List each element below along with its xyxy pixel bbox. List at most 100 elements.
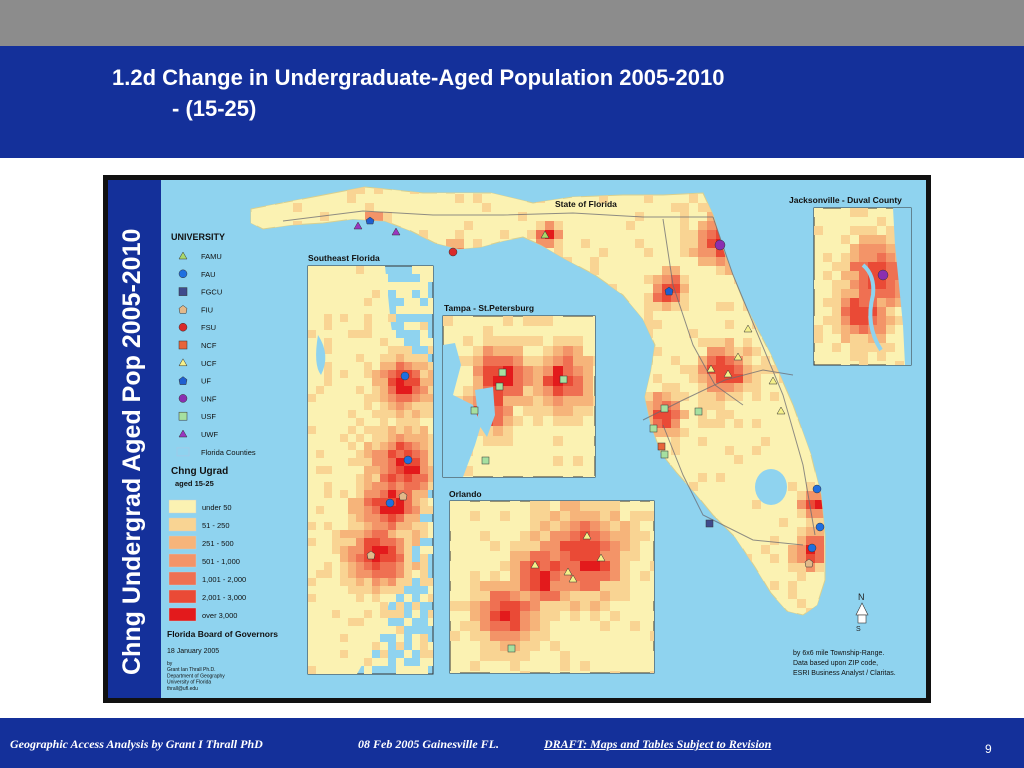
grid-cell xyxy=(806,482,815,491)
grid-cell xyxy=(412,538,420,546)
grid-cell xyxy=(308,378,316,386)
grid-cell xyxy=(392,187,401,194)
grid-cell xyxy=(707,257,716,266)
grid-cell xyxy=(671,437,680,446)
grid-cell xyxy=(680,392,689,401)
grid-cell xyxy=(581,239,590,248)
grid-cell xyxy=(824,545,825,554)
grid-cell xyxy=(356,554,364,562)
grid-cell xyxy=(513,356,523,366)
grid-cell xyxy=(388,474,396,482)
grid-cell xyxy=(644,311,653,320)
tampa-gulf-water xyxy=(443,343,481,477)
ucf-marker xyxy=(596,553,606,562)
grid-cell xyxy=(470,591,480,601)
grid-cell xyxy=(815,509,824,518)
grid-cell xyxy=(356,402,364,410)
grid-cell xyxy=(437,194,446,203)
grid-cell xyxy=(626,221,635,230)
grid-cell xyxy=(680,401,689,410)
grid-cell xyxy=(500,591,510,601)
grid-cell xyxy=(620,621,630,631)
grid-cell xyxy=(380,554,388,562)
grid-cell xyxy=(388,410,396,418)
source-note-line: by 6x6 mile Township-Range. xyxy=(793,650,884,657)
grid-cell xyxy=(680,230,689,239)
grid-cell xyxy=(364,530,372,538)
grid-cell xyxy=(626,266,635,275)
grid-cell xyxy=(463,476,473,477)
grid-cell xyxy=(761,527,770,536)
grid-cell xyxy=(380,594,388,602)
grid-cell xyxy=(490,591,500,601)
grid-cell xyxy=(340,282,348,290)
grid-cell xyxy=(841,325,850,334)
grid-cell xyxy=(332,602,340,610)
grid-cell xyxy=(554,212,563,221)
grid-cell xyxy=(428,650,433,658)
grid-cell xyxy=(348,482,356,490)
grid-cell xyxy=(689,221,698,230)
famu-marker xyxy=(540,230,550,239)
grid-cell xyxy=(460,561,470,571)
grid-cell xyxy=(332,306,340,314)
grid-cell xyxy=(671,293,680,302)
legend-credit-line: Department of Geography xyxy=(167,673,225,679)
grid-cell xyxy=(563,346,573,356)
grid-cell xyxy=(340,634,348,642)
grid-cell xyxy=(761,536,770,545)
grid-cell xyxy=(420,642,428,650)
grid-cell xyxy=(824,554,825,563)
grid-cell xyxy=(380,290,388,298)
grid-cell xyxy=(372,298,380,306)
grid-cell xyxy=(412,266,420,274)
grid-cell xyxy=(308,602,316,610)
grid-cell xyxy=(734,482,743,491)
grid-cell xyxy=(680,221,689,230)
grid-cell xyxy=(404,282,412,290)
grid-cell xyxy=(404,394,412,402)
grid-cell xyxy=(372,530,380,538)
grid-cell xyxy=(850,298,859,307)
grid-cell xyxy=(644,320,653,329)
grid-cell xyxy=(671,248,680,257)
grid-cell xyxy=(868,253,877,262)
grid-cell xyxy=(420,658,428,666)
grid-cell xyxy=(725,365,734,374)
grid-cell xyxy=(340,546,348,554)
grid-cell xyxy=(324,594,332,602)
footer-draft-link[interactable]: DRAFT: Maps and Tables Subject to Revisi… xyxy=(544,737,772,751)
grid-cell xyxy=(593,316,595,326)
grid-cell xyxy=(545,203,554,212)
grid-cell xyxy=(396,530,404,538)
grid-cell xyxy=(470,621,480,631)
legend-outline-icon xyxy=(176,447,190,457)
grid-cell xyxy=(420,498,428,506)
grid-cell xyxy=(490,641,500,651)
grid-cell xyxy=(680,293,689,302)
grid-cell xyxy=(324,562,332,570)
grid-cell xyxy=(483,466,493,476)
grid-cell xyxy=(859,298,868,307)
grid-cell xyxy=(470,531,480,541)
grid-cell xyxy=(428,442,433,450)
grid-cell xyxy=(662,365,671,374)
grid-cell xyxy=(324,634,332,642)
grid-cell xyxy=(404,482,412,490)
grid-cell xyxy=(635,257,644,266)
grid-cell xyxy=(428,546,433,554)
grid-cell xyxy=(689,338,698,347)
grid-cell xyxy=(689,464,698,473)
grid-cell xyxy=(404,474,412,482)
grid-cell xyxy=(797,554,806,563)
grid-cell xyxy=(340,594,348,602)
grid-cell xyxy=(396,442,404,450)
grid-cell xyxy=(716,302,725,311)
grid-cell xyxy=(640,581,650,591)
grid-cell xyxy=(553,386,563,396)
grid-cell xyxy=(396,466,404,474)
grid-cell xyxy=(380,514,388,522)
grid-cell xyxy=(412,474,420,482)
grid-cell xyxy=(850,262,859,271)
grid-cell xyxy=(850,244,859,253)
